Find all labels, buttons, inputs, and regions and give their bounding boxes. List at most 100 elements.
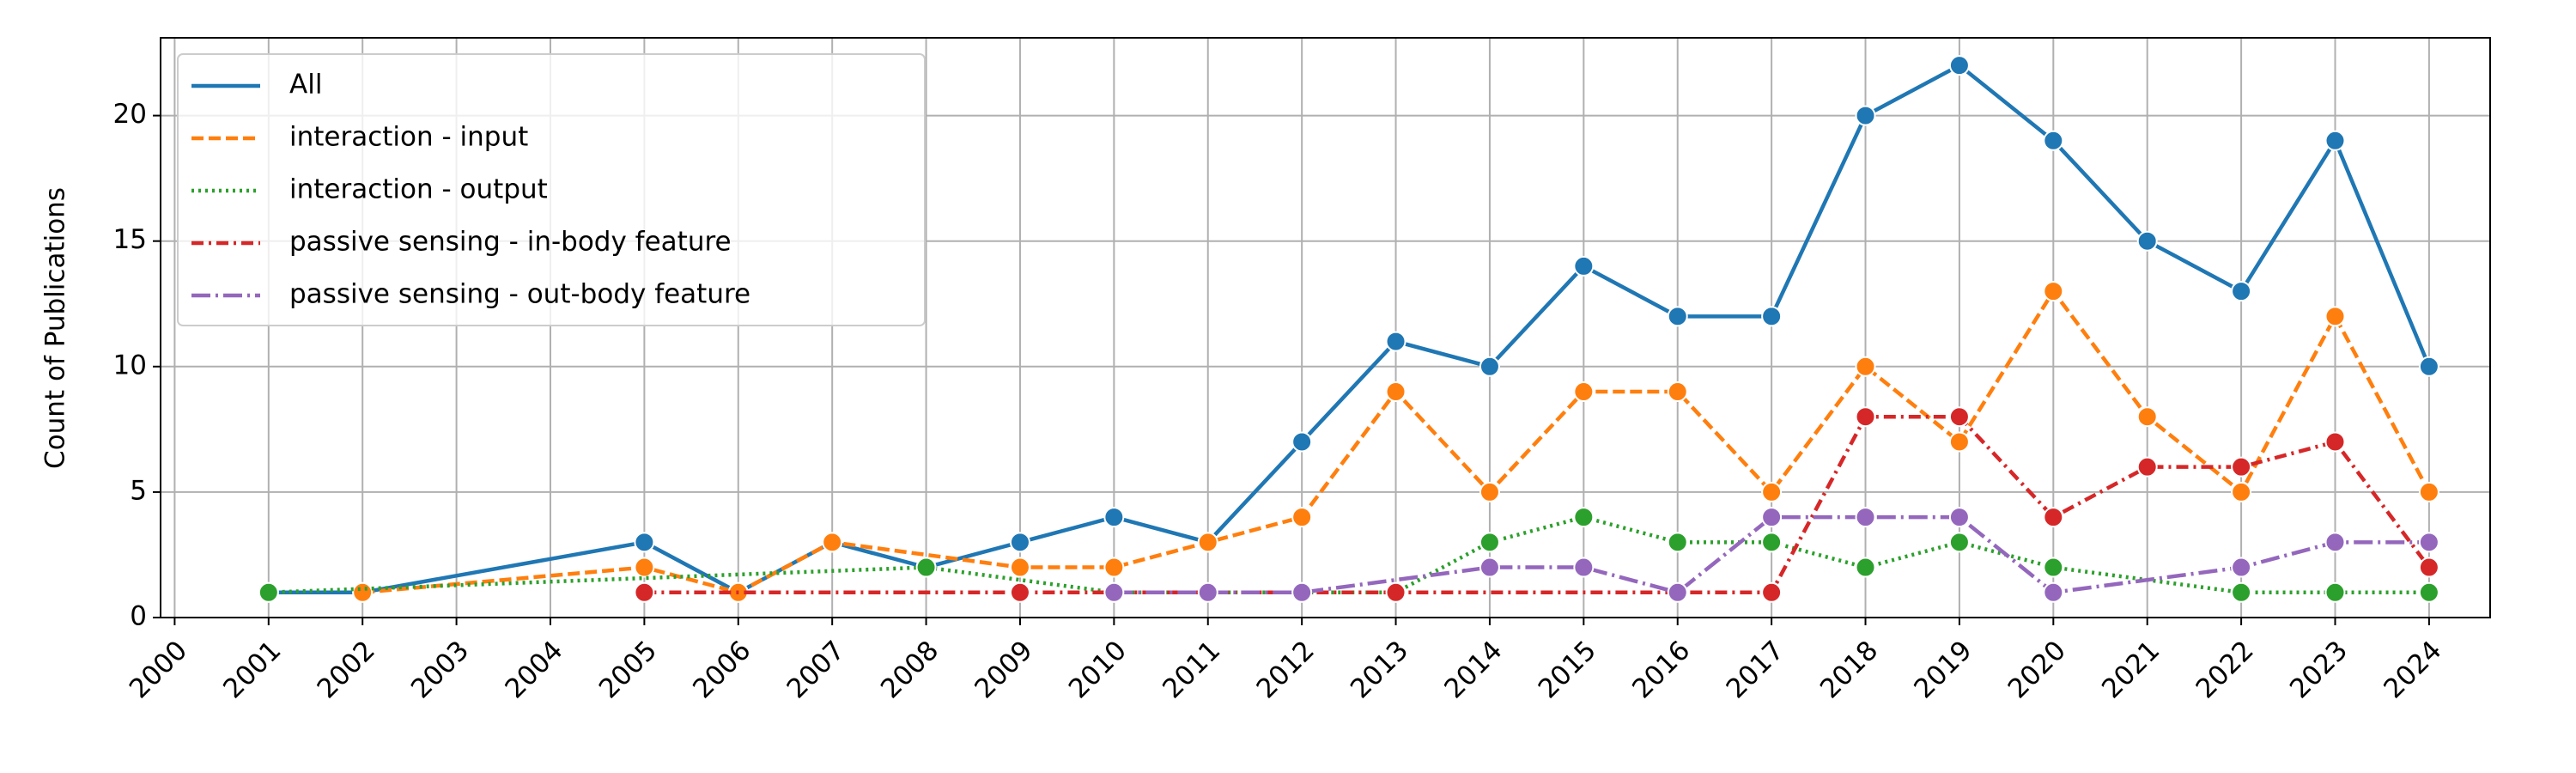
point [2043, 557, 2064, 578]
point [1761, 507, 1783, 528]
point [2231, 557, 2252, 578]
plot-frame [160, 37, 2491, 618]
legend-label: interaction - output [289, 174, 548, 205]
point [1009, 532, 1030, 553]
x-tick-label: 2022 [2190, 635, 2260, 704]
point [2043, 130, 2064, 151]
point [1855, 105, 1876, 126]
point [352, 581, 374, 603]
point [2043, 281, 2064, 302]
x-tick-label: 2016 [1626, 635, 1696, 704]
point [1385, 381, 1406, 403]
point [2136, 406, 2158, 428]
point [2136, 456, 2158, 478]
series-line [268, 514, 2429, 595]
point [1197, 532, 1218, 553]
x-tick-label: 2011 [1157, 635, 1226, 704]
point [1479, 557, 1500, 578]
x-tick-label: 2017 [1721, 635, 1790, 704]
point [822, 532, 843, 553]
x-tick-label: 2019 [1908, 635, 1978, 704]
x-tick-label: 2012 [1251, 635, 1321, 704]
x-tick-label: 2010 [1063, 635, 1133, 704]
x-tick-label: 2002 [312, 635, 381, 704]
point [2043, 507, 2064, 528]
point [1291, 507, 1313, 528]
point [1855, 507, 1876, 528]
point [1385, 581, 1406, 603]
legend-label: passive sensing - in-body feature [289, 227, 732, 258]
point [1761, 532, 1783, 553]
legend-box [177, 53, 926, 326]
point [1855, 557, 1876, 578]
point [2136, 230, 2158, 252]
point [2324, 431, 2346, 453]
point [2231, 481, 2252, 502]
legend-label: All [289, 70, 322, 100]
x-tick-label: 2014 [1438, 635, 1508, 704]
point [1197, 581, 1218, 603]
point [1667, 381, 1688, 403]
point [2324, 581, 2346, 603]
x-tick-label: 2006 [687, 635, 756, 704]
x-tick-label: 2015 [1533, 635, 1602, 704]
point [634, 532, 655, 553]
point [1855, 356, 1876, 377]
point [1009, 581, 1030, 603]
x-tick-label: 2004 [499, 635, 568, 704]
point [2231, 581, 2252, 603]
x-tick-label: 2001 [217, 635, 287, 704]
point [1291, 431, 1313, 453]
x-tick-label: 2018 [1814, 635, 1884, 704]
point [1948, 507, 1970, 528]
point [2324, 532, 2346, 553]
point [1385, 331, 1406, 352]
y-tick-label: 5 [130, 475, 147, 506]
point [2418, 481, 2439, 502]
point [2231, 281, 2252, 302]
point [634, 581, 655, 603]
point [1761, 581, 1783, 603]
point [1667, 306, 1688, 327]
y-tick-label: 10 [113, 350, 147, 380]
point [1667, 532, 1688, 553]
point [2418, 557, 2439, 578]
point [2418, 581, 2439, 603]
point [1948, 532, 1970, 553]
point [1291, 581, 1313, 603]
point [1761, 481, 1783, 502]
x-tick-label: 2020 [2002, 635, 2072, 704]
point [2418, 532, 2439, 553]
point [2418, 356, 2439, 377]
point [1948, 55, 1970, 76]
y-tick-label: 15 [113, 224, 147, 255]
legend-label: passive sensing - out-body feature [289, 279, 750, 310]
point [1479, 532, 1500, 553]
x-tick-label: 2024 [2378, 635, 2447, 704]
point [1855, 406, 1876, 428]
x-tick-label: 2007 [781, 635, 851, 704]
point [1761, 306, 1783, 327]
point [1103, 507, 1125, 528]
x-tick-label: 2021 [2096, 635, 2166, 704]
point [1948, 431, 1970, 453]
point [1103, 581, 1125, 603]
point [2231, 456, 2252, 478]
point [1009, 557, 1030, 578]
point [2324, 130, 2346, 151]
point [634, 557, 655, 578]
point [1103, 557, 1125, 578]
x-tick-label: 2013 [1345, 635, 1414, 704]
point [1667, 581, 1688, 603]
y-tick-label: 0 [130, 601, 147, 632]
point [1573, 381, 1595, 403]
x-tick-label: 2008 [875, 635, 945, 704]
point [258, 581, 279, 603]
y-axis-label: Count of Publications [40, 187, 71, 469]
point [1573, 557, 1595, 578]
point [1948, 406, 1970, 428]
x-tick-label: 2009 [969, 635, 1038, 704]
point [1573, 255, 1595, 277]
x-tick-label: 2023 [2284, 635, 2354, 704]
